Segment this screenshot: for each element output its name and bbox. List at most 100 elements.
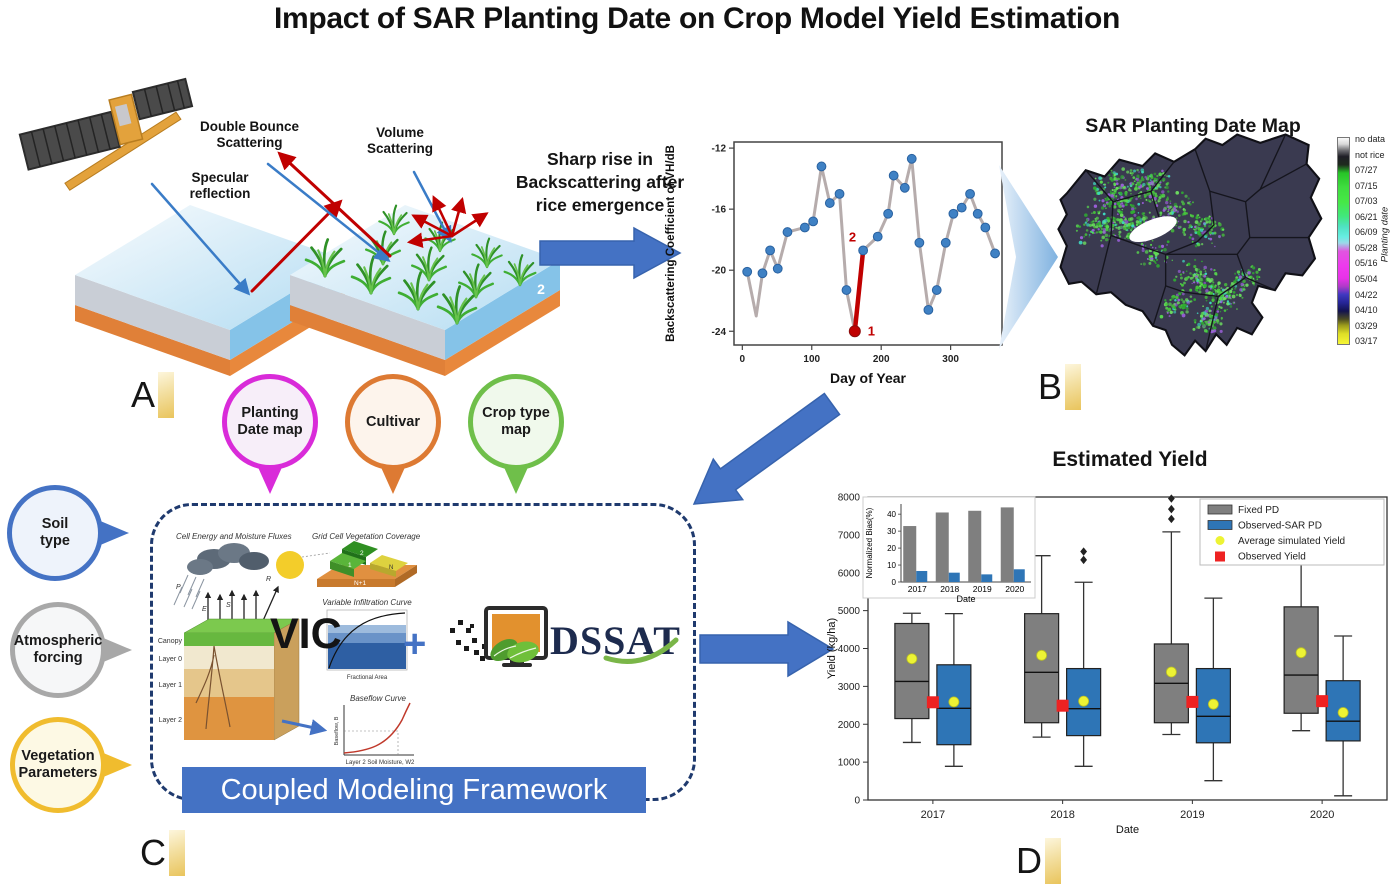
province-line	[1209, 134, 1287, 203]
colorbar-tick: no data	[1355, 134, 1386, 144]
province-line	[1165, 201, 1251, 256]
flier	[1080, 547, 1088, 556]
province-line	[1165, 148, 1215, 255]
sar-planting-date-map	[1057, 133, 1323, 357]
vic-veg-title: Grid Cell Vegetation Coverage	[312, 532, 421, 541]
satellite-solar-array-left	[18, 110, 121, 171]
pin-label: Vegetation Parameters	[18, 748, 98, 781]
inset-y-tick-label: 40	[887, 510, 896, 519]
data-point	[883, 208, 894, 219]
colorbar-gradient	[1337, 137, 1350, 345]
data-point	[742, 266, 753, 277]
data-point	[980, 222, 991, 233]
legend-swatch	[1207, 504, 1233, 515]
chevron-shape	[999, 165, 1058, 349]
panel-letter-a: A	[131, 374, 156, 415]
pin-label: Soil type	[40, 516, 70, 549]
satellite-solar-array-right	[131, 77, 194, 121]
volume-scattering-burst	[406, 195, 489, 248]
mean-marker	[906, 653, 918, 665]
block-arrow-icon	[692, 392, 841, 505]
y-tick-label: 7000	[838, 530, 861, 541]
backscatter-chart: -12 -16 -20 -24 0 100 200 300 Backscattering Coe…	[665, 141, 1003, 386]
baseflow-ylabel: Baseflow, B	[334, 716, 340, 745]
inset-y-tick-label: 10	[887, 561, 896, 570]
rain-icon	[173, 574, 205, 610]
flux-letter-p: P	[176, 584, 181, 591]
satellite-icon	[18, 77, 194, 191]
flow-arrow-diagonal	[692, 392, 841, 505]
box	[1283, 606, 1319, 714]
vic-flux-title: Cell Energy and Moisture Fluxes	[176, 532, 292, 541]
panel-label-d: D	[1016, 838, 1061, 884]
cell-label-n1: N+1	[354, 580, 366, 587]
inset-bar-sar	[916, 570, 928, 582]
flux-letter-e: E	[202, 606, 207, 613]
y-tick-label: 1000	[838, 758, 861, 769]
pin-cultivar: Cultivar	[345, 374, 441, 494]
block-arrow-icon	[539, 226, 682, 280]
slab2-number: 2	[537, 281, 545, 297]
data-point	[824, 198, 835, 208]
cell-label-1: 1	[348, 562, 352, 569]
solar-array-dividers-right	[143, 80, 186, 117]
solar-array-dividers	[30, 114, 111, 167]
y-tick-label: -20	[712, 266, 727, 277]
baseflow-plot	[343, 702, 414, 756]
flow-arrow-right-2	[699, 620, 835, 678]
dssat-swoosh	[603, 637, 679, 664]
panel-gold-bar	[1065, 364, 1082, 410]
inset-bar-fixed	[1000, 507, 1014, 582]
cell-label-n: N	[389, 565, 393, 571]
y-tick-label: 3000	[838, 682, 861, 693]
colorbar-tick: 05/04	[1355, 273, 1378, 284]
colorbar-tick: 04/22	[1355, 289, 1378, 300]
layer-label-canopy: Canopy	[158, 638, 183, 645]
flux-letter-r: R	[266, 576, 271, 583]
box	[1024, 613, 1060, 724]
dssat-leaves-icon	[490, 638, 539, 663]
data-point	[858, 245, 869, 256]
colorbar-axis-label: Planting date	[1379, 206, 1391, 263]
province-line	[1112, 161, 1175, 203]
inset-bar-sar	[1013, 569, 1025, 582]
data-point	[816, 161, 827, 172]
inset-y-tick-label: 30	[887, 527, 896, 536]
pin-crop-type-map: Crop type map	[468, 374, 564, 494]
panel-letter-d: D	[1016, 840, 1042, 881]
observed-marker	[926, 696, 939, 709]
inset-bar-fixed	[903, 526, 917, 582]
incident-ray-double-bounce	[266, 162, 391, 263]
observed-marker	[1316, 695, 1329, 708]
pin-planting-date-map: Planting Date map	[222, 374, 318, 494]
estimated-yield-chart: 0 1000 2000 3000 4000 5000 6000 7000 8000 Yield (…	[826, 493, 1388, 836]
colorbar-tick: 07/15	[1355, 180, 1378, 191]
soil-column	[183, 618, 300, 741]
colorbar-tick: 07/27	[1355, 165, 1378, 176]
province-borders	[1085, 134, 1309, 352]
colorbar-tick: not rice	[1355, 149, 1385, 160]
panel-letter-b: B	[1038, 366, 1063, 407]
province-line	[1150, 191, 1161, 219]
inset-x-tick-label: 2019	[973, 584, 992, 594]
mean-marker	[1295, 647, 1307, 659]
infiltration-plot	[326, 609, 408, 671]
satellite-body-group	[18, 77, 194, 191]
mean-marker	[1207, 698, 1219, 710]
inset-bar-sar	[948, 572, 960, 582]
pin-circle: Soil type	[7, 485, 103, 581]
data-point	[757, 268, 768, 279]
flier	[1167, 494, 1175, 503]
colorbar-tick: 05/16	[1355, 258, 1378, 269]
baseflow-link-arrow	[281, 719, 328, 736]
volume-scattering-label: Volume Scattering	[366, 125, 434, 157]
colorbar-tick: 07/03	[1355, 196, 1378, 207]
y-tick-label: 4000	[838, 644, 861, 655]
sun-icon	[276, 551, 304, 579]
x-tick-label: 2018	[1050, 809, 1074, 821]
double-bounce-arrow	[277, 151, 392, 258]
data-point	[948, 208, 959, 219]
inset-bar-fixed	[935, 512, 949, 582]
page-title: Impact of SAR Planting Date on Crop Mode…	[273, 2, 1120, 35]
legend-label: Observed Yield	[1238, 552, 1306, 563]
